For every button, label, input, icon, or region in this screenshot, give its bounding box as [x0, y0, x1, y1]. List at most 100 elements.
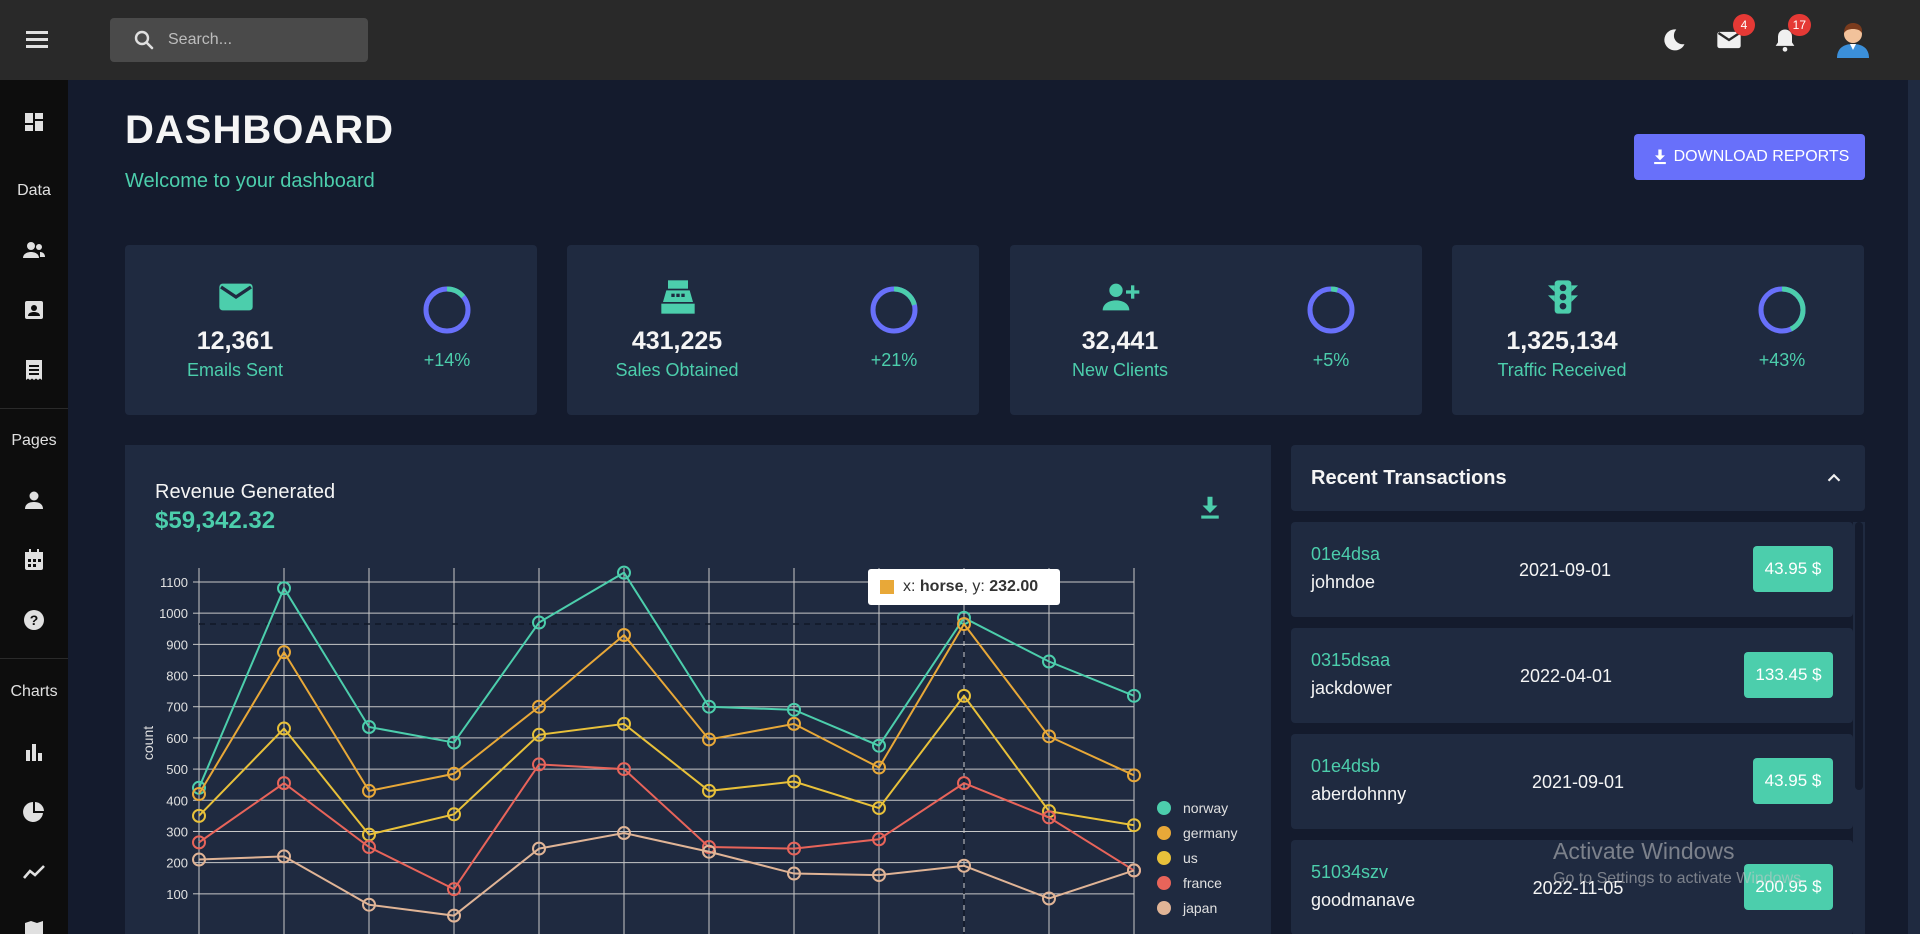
- transaction-amount: 200.95 $: [1744, 864, 1833, 910]
- legend-item-germany[interactable]: germany: [1157, 820, 1237, 845]
- stat-card-traffic: 1,325,134 Traffic Received +43%: [1452, 245, 1864, 415]
- stat-card-emails: 12,361 Emails Sent +14%: [125, 245, 537, 415]
- faq-icon[interactable]: ?: [22, 608, 46, 632]
- transaction-id: 0315dsaa: [1311, 650, 1391, 670]
- team-icon[interactable]: [22, 238, 46, 262]
- svg-text:?: ?: [30, 612, 39, 628]
- data-point-japan: [957, 858, 971, 873]
- data-point-france: [192, 835, 206, 850]
- data-point-germany: [1042, 729, 1056, 744]
- data-point-norway: [872, 738, 886, 753]
- revenue-line-chart[interactable]: 100 200 300 400 500 600 700 800 900 1000 1100 count: [125, 445, 1271, 934]
- data-point-germany: [277, 645, 291, 660]
- search-box[interactable]: [110, 18, 368, 62]
- tooltip-x-prefix: x:: [903, 578, 920, 595]
- y-tick-label: 300: [166, 824, 188, 839]
- chevron-up-icon[interactable]: [1823, 467, 1845, 489]
- sidebar-section-pages: Pages: [11, 432, 57, 449]
- legend-label: germany: [1183, 824, 1238, 841]
- data-point-us: [702, 783, 716, 798]
- legend-label: japan: [1183, 899, 1218, 916]
- transaction-row[interactable]: 0315dsaa jackdower 2022-04-01 133.45 $: [1291, 628, 1853, 723]
- data-point-japan: [702, 844, 716, 859]
- y-axis-label: count: [140, 726, 156, 760]
- legend-item-norway[interactable]: norway: [1157, 795, 1237, 820]
- pie-chart-icon[interactable]: [22, 800, 46, 824]
- stat-value: 32,441: [1081, 327, 1159, 355]
- transaction-date: 2021-09-01: [1531, 772, 1625, 792]
- invoices-icon[interactable]: [22, 358, 46, 382]
- data-point-germany: [702, 732, 716, 747]
- data-point-norway: [617, 565, 631, 580]
- transaction-row[interactable]: 01e4dsa johndoe 2021-09-01 43.95 $: [1291, 522, 1853, 617]
- mail-icon[interactable]: 4: [1715, 14, 1755, 54]
- user-avatar[interactable]: [1833, 18, 1873, 58]
- person-add-icon: [1102, 283, 1140, 311]
- revenue-amount: $59,342.32: [155, 507, 276, 534]
- data-point-germany: [192, 787, 206, 802]
- y-tick-label: 1000: [159, 606, 188, 621]
- notifications-icon[interactable]: 17: [1771, 14, 1811, 54]
- tooltip-y-value: 232.00: [989, 578, 1039, 595]
- sidebar-divider: [0, 408, 68, 409]
- data-point-norway: [702, 699, 716, 714]
- legend-swatch: [1157, 800, 1171, 815]
- legend-item-us[interactable]: us: [1157, 845, 1237, 870]
- y-tick-label: 500: [166, 762, 188, 777]
- data-point-japan: [872, 868, 886, 883]
- data-point-japan: [532, 841, 546, 856]
- series-line-france: [198, 763, 1135, 891]
- data-point-france: [447, 882, 461, 897]
- data-point-germany: [447, 766, 461, 781]
- y-tick-label: 100: [166, 887, 188, 902]
- legend-swatch: [1157, 900, 1171, 915]
- calendar-icon[interactable]: [22, 548, 46, 572]
- search-input[interactable]: [168, 31, 358, 49]
- legend-item-france[interactable]: france: [1157, 870, 1237, 895]
- contacts-icon[interactable]: [22, 298, 46, 322]
- stat-label: Sales Obtained: [615, 360, 739, 380]
- y-tick-label: 600: [166, 731, 188, 746]
- data-point-norway: [787, 702, 801, 717]
- bar-chart-icon[interactable]: [22, 740, 46, 764]
- revenue-panel: 100 200 300 400 500 600 700 800 900 1000 1100 count…: [125, 445, 1271, 934]
- legend-swatch: [1157, 875, 1171, 890]
- transactions-scroll-thumb[interactable]: [1855, 522, 1863, 790]
- data-point-japan: [1127, 863, 1141, 878]
- transaction-row[interactable]: 51034szv goodmanave 2022-11-05 200.95 $: [1291, 840, 1853, 934]
- line-chart-icon[interactable]: [22, 860, 46, 884]
- data-point-germany: [617, 628, 631, 643]
- legend-label: us: [1183, 849, 1198, 866]
- legend-item-japan[interactable]: japan: [1157, 895, 1237, 920]
- profile-icon[interactable]: [22, 488, 46, 512]
- data-point-japan: [787, 866, 801, 881]
- dark-mode-icon[interactable]: [1660, 26, 1688, 54]
- data-point-japan: [362, 897, 376, 912]
- top-bar: 4 17: [0, 0, 1920, 80]
- transaction-amount: 133.45 $: [1744, 652, 1833, 698]
- series-line-us: [198, 694, 1135, 836]
- legend-swatch: [1157, 850, 1171, 865]
- data-point-norway: [1127, 688, 1141, 703]
- download-reports-button[interactable]: DOWNLOAD REPORTS: [1634, 134, 1865, 180]
- data-point-germany: [1127, 768, 1141, 783]
- data-point-norway: [532, 615, 546, 630]
- data-point-us: [447, 807, 461, 822]
- sidebar: Data Pages ? Charts: [0, 80, 68, 934]
- download-icon[interactable]: [1195, 493, 1225, 523]
- map-icon[interactable]: [22, 918, 46, 934]
- data-point-norway: [447, 735, 461, 750]
- sidebar-edge: [68, 80, 82, 934]
- menu-icon[interactable]: [26, 31, 48, 49]
- legend-swatch: [1157, 825, 1171, 840]
- main-scrollbar[interactable]: [1908, 80, 1920, 934]
- tooltip-x-value: horse: [919, 578, 964, 595]
- transaction-row[interactable]: 01e4dsb aberdohnny 2021-09-01 43.95 $: [1291, 734, 1853, 829]
- transaction-amount: 43.95 $: [1753, 758, 1833, 804]
- transaction-user: goodmanave: [1311, 890, 1416, 910]
- mail-badge: 4: [1733, 14, 1755, 36]
- transaction-id: 51034szv: [1311, 862, 1389, 882]
- search-icon[interactable]: [132, 28, 156, 52]
- dashboard-icon[interactable]: [22, 110, 46, 134]
- transactions-header[interactable]: Recent Transactions: [1291, 445, 1865, 511]
